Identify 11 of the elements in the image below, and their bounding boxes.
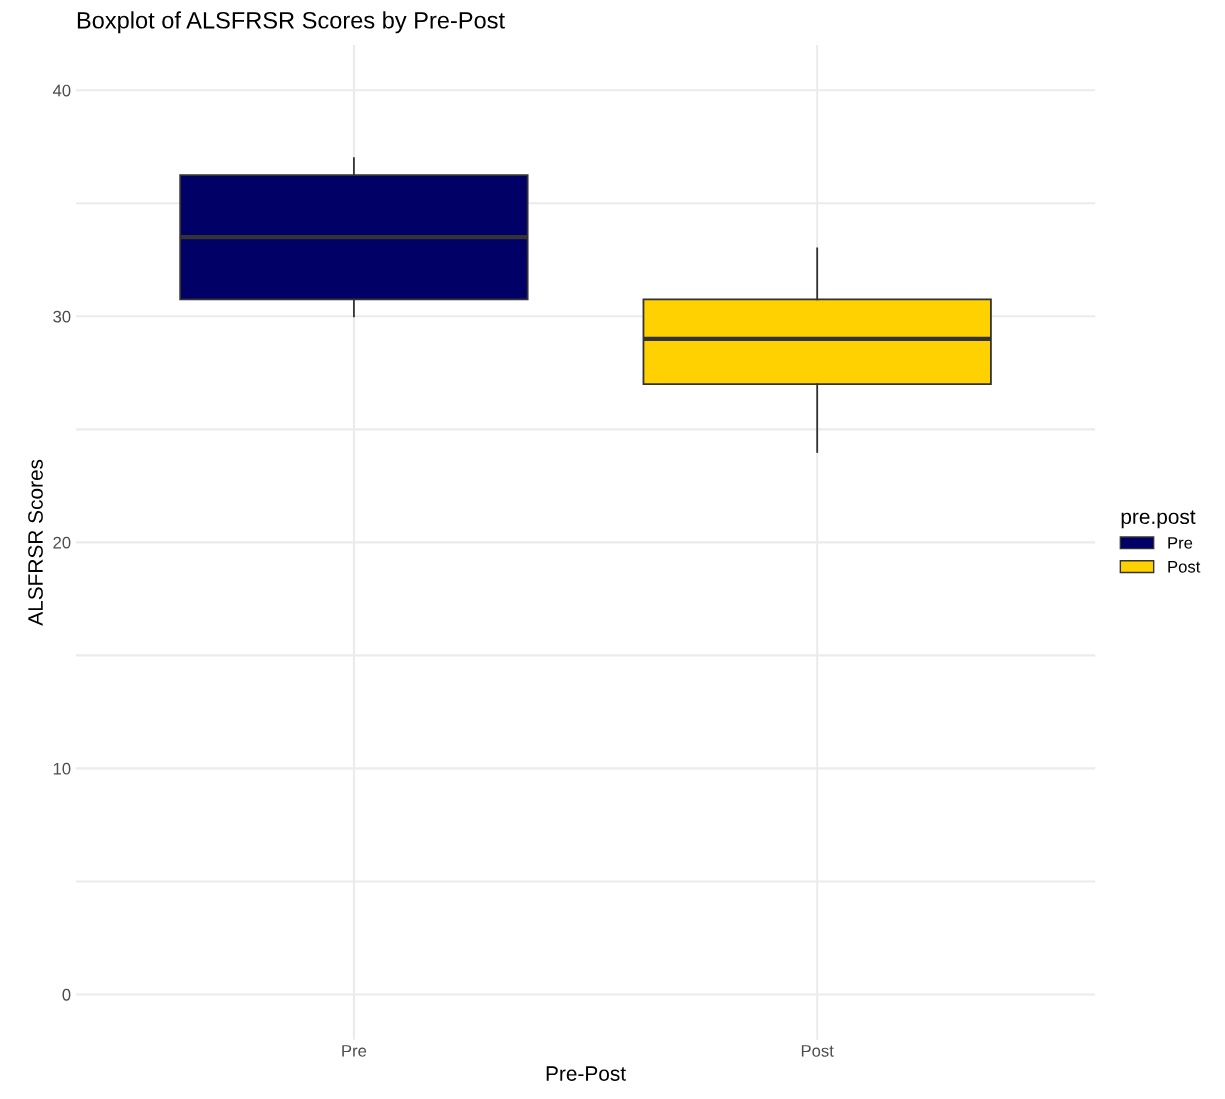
legend-label: Pre: [1168, 537, 1193, 549]
y-tick-label: 10: [53, 762, 71, 775]
legend-label: Post: [1168, 561, 1201, 573]
y-tick-label: 30: [53, 310, 71, 323]
y-axis-title: ALSFRSR Scores: [28, 459, 43, 626]
y-tick-label: 40: [52, 84, 71, 97]
y-tick-label: 0: [62, 988, 71, 1001]
chart-title: Boxplot of ALSFRSR Scores by Pre-Post: [77, 11, 505, 34]
y-tick-label: 20: [53, 536, 71, 549]
x-axis-title: Pre-Post: [546, 1066, 626, 1081]
legend-title: pre.post: [1121, 510, 1196, 529]
